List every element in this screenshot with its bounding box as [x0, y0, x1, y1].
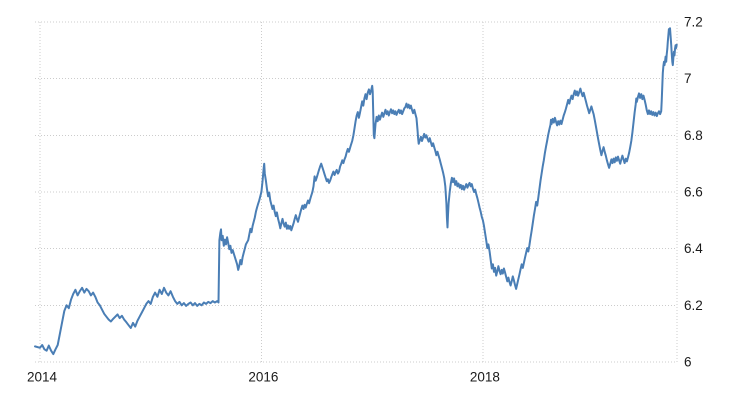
price-series-line	[34, 27, 678, 356]
y-tick-label: 6.6	[684, 185, 703, 200]
y-tick-label: 6.2	[684, 298, 703, 313]
y-tick-label: 6.8	[684, 128, 703, 143]
x-tick-label: 2016	[248, 370, 278, 385]
y-tick-label: 6.4	[684, 241, 703, 256]
y-tick-label: 7	[684, 71, 692, 86]
y-tick-label: 7.2	[684, 15, 703, 30]
x-tick-label: 2014	[27, 370, 58, 385]
x-tick-label: 2018	[470, 370, 500, 385]
y-tick-label: 6	[684, 355, 692, 370]
